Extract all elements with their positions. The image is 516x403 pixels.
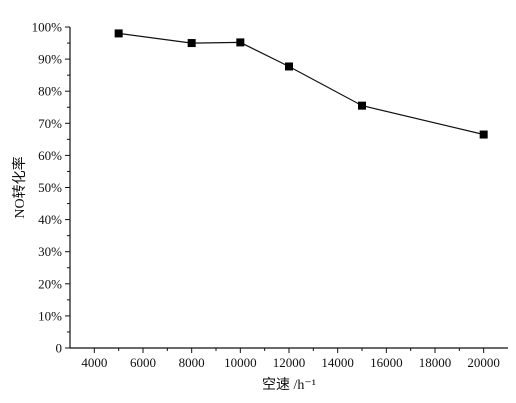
y-tick-label: 80% [38, 84, 62, 99]
data-point-marker [236, 38, 245, 47]
series-line [118, 32, 484, 136]
y-tick-label: 20% [38, 276, 62, 291]
y-tick-label: 40% [38, 212, 62, 227]
x-tick-label: 18000 [419, 355, 452, 370]
y-tick-label: 70% [38, 116, 62, 131]
data-point-marker [114, 29, 123, 38]
data-point-marker [285, 62, 293, 71]
y-axis-title: NO转化率 [11, 156, 28, 218]
data-point-marker [358, 101, 366, 110]
x-tick-label: 12000 [273, 355, 306, 370]
x-tick-label: 14000 [321, 355, 354, 370]
x-tick-label: 10000 [224, 355, 257, 370]
series-group [114, 29, 488, 139]
y-tick-label: 100% [32, 20, 63, 35]
y-tick-label: 90% [38, 52, 62, 67]
x-tick-label: 4000 [81, 355, 107, 370]
x-axis-title: 空速 /h⁻¹ [262, 377, 316, 393]
y-tick-label: 0 [56, 341, 63, 356]
axes [69, 27, 508, 349]
x-tick-label: 20000 [467, 355, 500, 370]
y-tick-label: 10% [38, 308, 62, 323]
x-tick-label: 8000 [179, 355, 205, 370]
x-tick-label: 6000 [130, 355, 156, 370]
data-point-marker [479, 130, 488, 139]
y-tick-label: 50% [38, 180, 62, 195]
y-ticks: 0 10% 20% 30% 40% 50% 60% 70% 80% 90% 100% [32, 20, 70, 356]
y-tick-label: 30% [38, 244, 62, 259]
x-ticks: 4000 6000 8000 10000 12000 14000 16000 18000 200… [81, 348, 500, 370]
x-tick-label: 16000 [370, 355, 403, 370]
y-tick-label: 60% [38, 148, 62, 163]
data-point-marker [187, 39, 196, 48]
